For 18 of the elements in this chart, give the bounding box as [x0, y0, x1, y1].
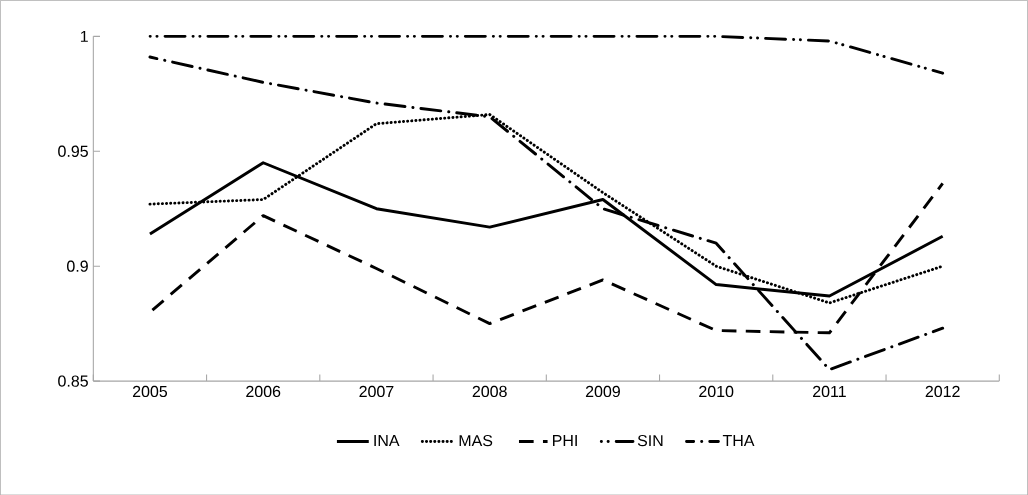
- y-tick-label: 0.9: [67, 260, 88, 272]
- x-tick-label: 2012: [925, 385, 960, 397]
- line-series: [148, 55, 945, 371]
- x-tick-label: 2009: [585, 385, 620, 397]
- y-tick-label: 0.85: [58, 375, 88, 387]
- legend-label: THA: [722, 434, 755, 446]
- x-tick-label: 2011: [813, 385, 846, 397]
- legend-label: SIN: [637, 434, 663, 447]
- x-tick-label: 2005: [132, 385, 168, 397]
- x-tick-label: 2008: [472, 385, 507, 397]
- x-tick-label: 2010: [699, 385, 734, 397]
- y-tick-label: 0.95: [58, 145, 88, 157]
- legend-label: INA: [374, 434, 400, 446]
- legend-label: PHI: [553, 434, 577, 446]
- y-tick-label: 1: [80, 30, 88, 42]
- x-tick-label: 2007: [359, 385, 394, 397]
- x-tick-label: 2006: [246, 385, 281, 397]
- legend-label: MAS: [459, 434, 493, 447]
